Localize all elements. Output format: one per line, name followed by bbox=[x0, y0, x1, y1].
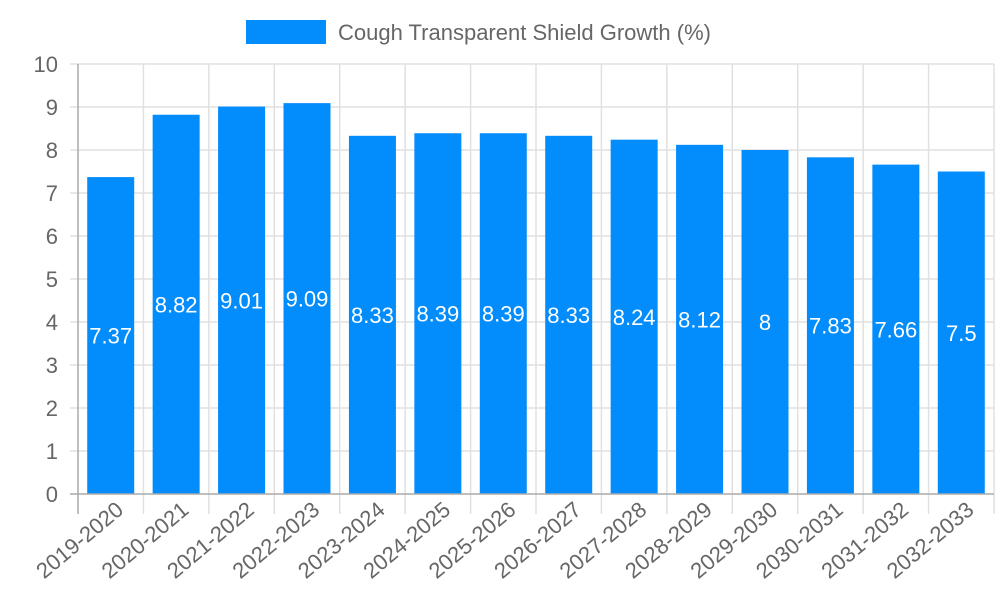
bar-value-label: 8.82 bbox=[155, 292, 198, 317]
bar[interactable] bbox=[806, 157, 854, 494]
bar[interactable] bbox=[283, 103, 331, 494]
gridlines bbox=[70, 63, 995, 514]
y-tick-label: 8 bbox=[46, 138, 58, 163]
bar-value-label: 7.5 bbox=[946, 321, 977, 346]
bar-value-label: 8.33 bbox=[351, 303, 394, 328]
bar-value-label: 8.12 bbox=[678, 307, 721, 332]
y-tick-label: 9 bbox=[46, 95, 58, 120]
legend-label: Cough Transparent Shield Growth (%) bbox=[338, 20, 711, 45]
bar[interactable] bbox=[479, 133, 527, 495]
bar-value-label: 7.37 bbox=[89, 324, 132, 349]
bar-value-label: 8.39 bbox=[482, 302, 525, 327]
bar[interactable] bbox=[218, 106, 266, 494]
y-tick-label: 4 bbox=[46, 310, 58, 335]
bar-value-label: 7.83 bbox=[809, 314, 852, 339]
y-axis: 0 1 2 3 4 5 6 7 8 9 10 bbox=[34, 52, 79, 514]
bar[interactable] bbox=[348, 135, 396, 494]
y-tick-label: 6 bbox=[46, 224, 58, 249]
bar[interactable] bbox=[676, 144, 724, 494]
y-tick-label: 5 bbox=[46, 267, 58, 292]
bar-value-label: 8.39 bbox=[416, 302, 459, 327]
legend-swatch bbox=[246, 20, 326, 44]
bar-value-label: 8.33 bbox=[547, 303, 590, 328]
bar-value-label: 9.09 bbox=[286, 287, 329, 312]
bar[interactable] bbox=[610, 139, 658, 494]
y-tick-label: 7 bbox=[46, 181, 58, 206]
bar[interactable] bbox=[741, 150, 789, 494]
x-axis: 2019-20202020-20212021-20222022-20232023… bbox=[31, 493, 994, 583]
y-tick-label: 0 bbox=[46, 482, 58, 507]
bars: 7.37 8.82 9.01 9.09 8.33 8.39 8.39 8.33 8.24 8.12… bbox=[87, 103, 985, 495]
y-tick-label: 1 bbox=[46, 439, 58, 464]
bar[interactable] bbox=[872, 164, 920, 494]
y-tick-label: 3 bbox=[46, 353, 58, 378]
bar[interactable] bbox=[152, 114, 200, 495]
y-tick-label: 10 bbox=[34, 52, 58, 77]
bar[interactable] bbox=[414, 133, 462, 495]
bar-value-label: 7.66 bbox=[874, 317, 917, 342]
y-tick-label: 2 bbox=[46, 396, 58, 421]
bar-value-label: 8.24 bbox=[613, 305, 656, 330]
bar-value-label: 9.01 bbox=[220, 288, 263, 313]
bar[interactable] bbox=[545, 135, 593, 494]
bar[interactable] bbox=[937, 171, 985, 495]
bar[interactable] bbox=[87, 177, 135, 494]
bar-value-label: 8 bbox=[759, 310, 771, 335]
legend[interactable]: Cough Transparent Shield Growth (%) bbox=[246, 20, 711, 45]
